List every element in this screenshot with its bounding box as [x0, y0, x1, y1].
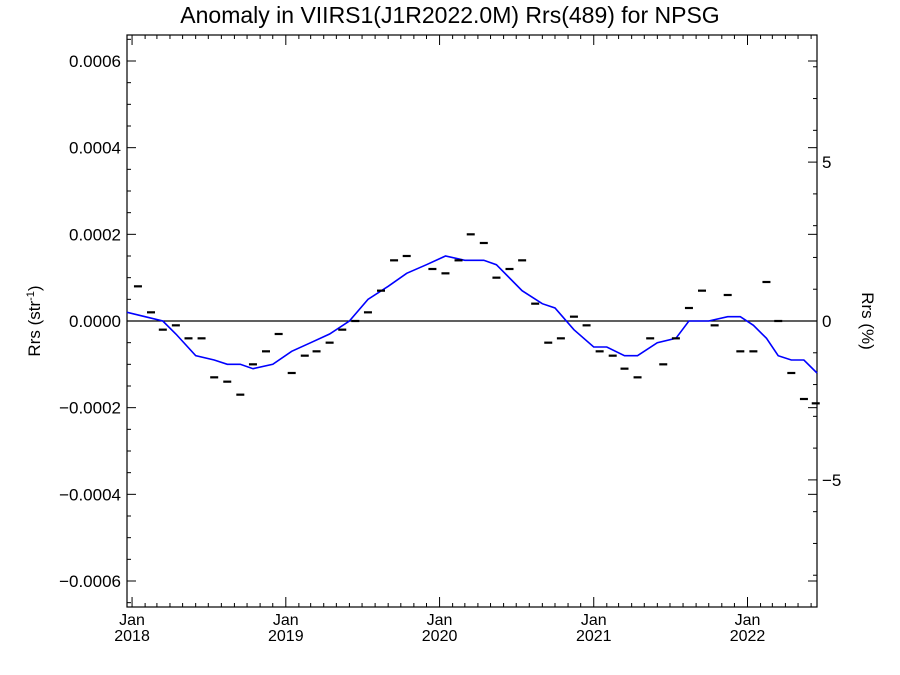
x-tick-month: Jan [581, 612, 607, 629]
x-tick-month: Jan [119, 612, 145, 629]
y2-tick-label: 5 [822, 153, 831, 172]
y-tick-label: 0.0006 [69, 52, 121, 71]
y2-tick-label: −5 [822, 471, 841, 490]
smoothed-series [126, 255, 818, 374]
x-tick-month: Jan [273, 612, 299, 629]
x-tick-year: 2019 [268, 628, 304, 645]
y-axis-label: Rrs (str-1) [25, 285, 44, 356]
y2-axis-label: Rrs (%) [858, 292, 877, 350]
x-tick-year: 2018 [114, 628, 150, 645]
x-tick-year: 2022 [730, 628, 766, 645]
y2-tick-label: 0 [822, 312, 831, 331]
x-tick-month: Jan [427, 612, 453, 629]
y-tick-label: 0.0004 [69, 139, 121, 158]
x-tick-year: 2020 [422, 628, 458, 645]
x-tick-year: 2021 [576, 628, 612, 645]
left-y-axis: −0.0006 −0.0004 −0.0002 0.0000 0.0002 0.0004 0… [59, 38, 817, 604]
monthly-anomaly-series [133, 233, 820, 405]
chart-title: Anomaly in VIIRS1(J1R2022.0M) Rrs(489) f… [180, 2, 720, 28]
y-tick-label: −0.0004 [59, 485, 121, 504]
right-y-axis: −5 0 5 [808, 34, 841, 608]
y-tick-label: −0.0006 [59, 572, 121, 591]
y-tick-label: −0.0002 [59, 399, 121, 418]
x-tick-month: Jan [735, 612, 761, 629]
y-tick-label: 0.0000 [69, 312, 121, 331]
smoothed-line [126, 255, 818, 374]
y-tick-label: 0.0002 [69, 225, 121, 244]
